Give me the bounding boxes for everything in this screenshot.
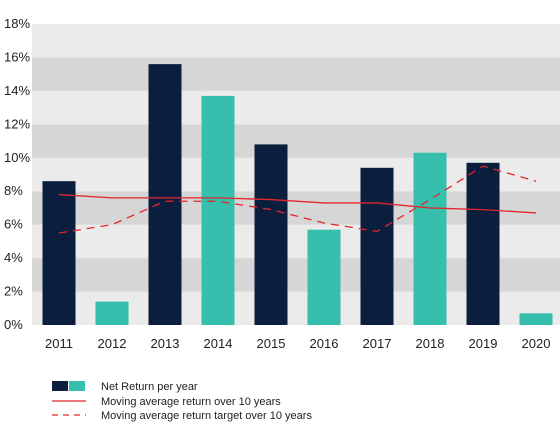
x-tick-label: 2020 <box>522 336 551 351</box>
bar <box>95 301 129 325</box>
y-tick-label: 18% <box>4 16 30 31</box>
bar <box>201 95 235 326</box>
bar <box>360 167 394 325</box>
x-tick-label: 2018 <box>416 336 445 351</box>
legend-label-moving-average: Moving average return over 10 years <box>101 396 281 408</box>
y-tick-label: 16% <box>4 49 30 64</box>
legend-swatch-dark <box>52 381 68 391</box>
trend-lines <box>58 165 537 234</box>
legend-label-net-return: Net Return per year <box>101 381 198 393</box>
moving-average-target-line <box>58 165 537 234</box>
grid-band <box>32 57 560 91</box>
bar <box>42 181 76 325</box>
x-axis-ticks: 2011 2012 2013 2014 2015 2016 2017 2018 2019 2020 <box>45 336 550 351</box>
bar <box>307 229 341 325</box>
x-tick-label: 2017 <box>363 336 392 351</box>
x-tick-label: 2016 <box>310 336 339 351</box>
x-tick-label: 2015 <box>257 336 286 351</box>
y-tick-label: 12% <box>4 116 30 131</box>
y-axis-ticks: 0% 2% 4% 6% 8% 10% 12% 14% 16% 18% <box>4 16 30 332</box>
grid-band <box>32 90 560 125</box>
bar <box>148 64 182 325</box>
bars <box>42 64 553 326</box>
x-tick-label: 2012 <box>98 336 127 351</box>
x-tick-label: 2011 <box>45 336 73 351</box>
legend-label-moving-average-target: Moving average return target over 10 yea… <box>101 410 312 422</box>
x-tick-label: 2014 <box>204 336 233 351</box>
y-tick-label: 14% <box>4 83 30 98</box>
y-tick-label: 2% <box>4 284 23 299</box>
bar <box>413 152 447 325</box>
bar <box>519 313 553 325</box>
legend: Net Return per year Moving average retur… <box>52 381 312 422</box>
bar <box>466 162 500 325</box>
x-tick-label: 2019 <box>469 336 498 351</box>
y-tick-label: 8% <box>4 183 23 198</box>
bar <box>254 144 288 325</box>
y-tick-label: 0% <box>4 317 23 332</box>
moving-average-line <box>58 193 537 214</box>
grid-band <box>32 24 560 58</box>
grid-band <box>32 124 560 158</box>
y-tick-label: 6% <box>4 217 23 232</box>
y-tick-label: 4% <box>4 250 23 265</box>
legend-swatch-teal <box>69 381 85 391</box>
y-tick-label: 10% <box>4 150 30 165</box>
x-tick-label: 2013 <box>151 336 180 351</box>
